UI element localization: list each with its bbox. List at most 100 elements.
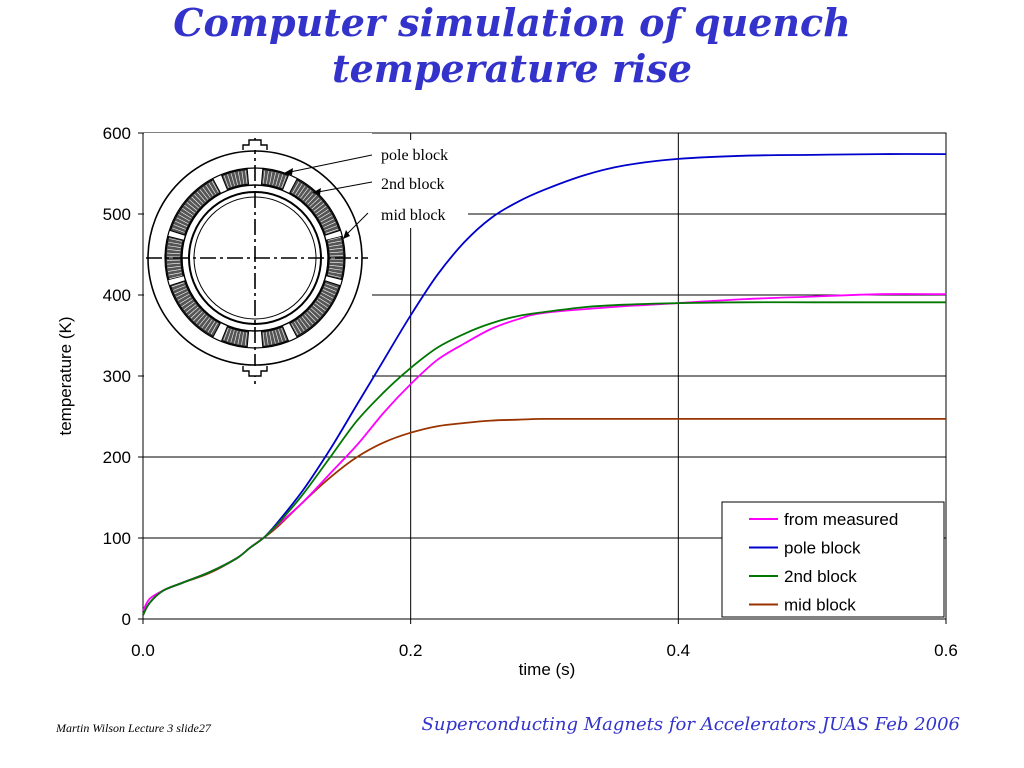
coil-turn-line	[234, 172, 238, 186]
coil-turn-line	[278, 174, 284, 187]
coil-turn-line	[322, 289, 336, 296]
coil-turn-line	[196, 191, 206, 202]
inset-callout-labels: pole block 2nd block mid block	[372, 140, 468, 228]
coil-turn-line	[186, 202, 198, 211]
coil-turn-line	[178, 214, 190, 222]
coil-turn-line	[223, 328, 229, 341]
coil-turn-line	[309, 197, 320, 207]
coil-turn-line	[167, 252, 181, 255]
coil-turn-line	[207, 321, 216, 333]
axes	[138, 132, 947, 624]
coil-turn-line	[167, 245, 181, 248]
slide-title: Computer simulation of quench temperatur…	[0, 0, 1024, 92]
legend-label-2nd-block: 2nd block	[784, 567, 857, 586]
legend-box	[721, 501, 945, 618]
coil-turn-line	[269, 171, 273, 185]
x-tick-label: 0.0	[131, 641, 155, 660]
x-tick-label: 0.4	[667, 641, 691, 660]
coil-turn-line	[167, 266, 181, 269]
coil-turn-line	[312, 305, 324, 314]
pole-block-arrow	[289, 154, 373, 173]
coil-turn-line	[315, 206, 327, 215]
coil-turn-line	[230, 173, 235, 186]
coil-turn-line	[302, 190, 312, 201]
footer-course: Superconducting Magnets for Accelerators…	[421, 714, 960, 735]
magnet-cross-section-diagram	[144, 133, 373, 395]
coil-turn-line	[183, 301, 195, 310]
coil-turn-line	[176, 291, 188, 298]
coil-turn-line	[318, 297, 330, 305]
coil-turn-line	[199, 189, 209, 200]
coil-turn-line	[272, 172, 276, 186]
coil-turn-line	[230, 330, 235, 343]
coil-turn-line	[168, 272, 182, 276]
coil-turn-line	[237, 331, 241, 345]
coil-turn-line	[173, 285, 186, 291]
coil-block	[221, 168, 250, 191]
coil-turn-line	[227, 174, 232, 187]
coil-turn-line	[329, 268, 343, 271]
coil-turn-line	[195, 313, 206, 324]
coil-turn-line	[310, 307, 322, 317]
coil-turn-line	[167, 269, 181, 272]
callout-mid-block: mid block	[381, 207, 445, 224]
coil-turn-line	[316, 300, 328, 308]
callout-background	[372, 140, 468, 228]
coil-turn-line	[234, 330, 238, 344]
mid-block-arrow	[345, 212, 369, 236]
coil-turn-line	[281, 328, 287, 341]
y-tick-label: 200	[103, 448, 131, 467]
coil-turn-line	[275, 173, 280, 186]
coil-turn-line	[329, 247, 343, 250]
coil-turn-line	[169, 238, 182, 242]
coil-turn-line	[205, 184, 214, 196]
series-line-2nd-block	[142, 301, 946, 616]
coil-turn-line	[291, 323, 299, 335]
slide-title-line2: temperature rise	[332, 46, 692, 91]
legend-label-pole-block: pole block	[784, 539, 861, 558]
coil-turn-line	[266, 170, 269, 184]
coil-turn-line	[204, 319, 213, 331]
coil-turn-line	[317, 209, 329, 217]
coil-turn-line	[182, 208, 194, 216]
coil-turn-line	[171, 282, 185, 288]
y-tick-label: 400	[103, 286, 131, 305]
coil-turn-line	[307, 194, 317, 205]
coil-turn-line	[241, 170, 245, 184]
coil-turn-line	[269, 331, 273, 345]
coil-turn-line	[328, 274, 341, 278]
coil-turn-line	[272, 330, 276, 344]
coil-turn-line	[329, 251, 343, 254]
coil-turn-line	[188, 199, 200, 209]
coil-turn-line	[210, 322, 218, 335]
coil-turn-line	[262, 332, 265, 346]
coil-turn-line	[184, 205, 196, 214]
coil-turn-line	[168, 241, 182, 245]
coil-turn-line	[179, 296, 192, 304]
top-key-notch	[242, 139, 268, 150]
coil-turn-line	[223, 175, 229, 188]
coil-turn-line	[174, 220, 188, 227]
coil-turn-line	[325, 228, 339, 234]
coil-turn-line	[300, 187, 309, 199]
coil-turn-line	[244, 332, 247, 346]
coil-turn-line	[306, 312, 316, 322]
coil-block	[289, 178, 341, 236]
y-tick-label: 100	[103, 529, 131, 548]
coil-turn-line	[265, 332, 269, 346]
x-tick-label: 0.2	[399, 641, 423, 660]
coil-turn-line	[320, 294, 332, 302]
footer-author: Martin Wilson Lecture 3 slide27	[56, 721, 211, 735]
tick-labels: 0 100 200 300 400 500 600 0.0 0.2 0.4 0.6	[103, 124, 958, 660]
coil-block	[260, 325, 289, 348]
coil-turn-line	[241, 332, 244, 346]
legend-label-from-measured: from measured	[784, 510, 898, 529]
y-tick-label: 300	[103, 367, 131, 386]
coil-turn-line	[320, 215, 333, 223]
coil-turn-line	[304, 192, 315, 203]
coil-turn-line	[304, 314, 314, 325]
coil-turn-line	[167, 249, 181, 251]
coil-turn-line	[194, 194, 204, 204]
coil-turn-line	[172, 227, 185, 233]
bottom-key-notch	[242, 366, 268, 377]
